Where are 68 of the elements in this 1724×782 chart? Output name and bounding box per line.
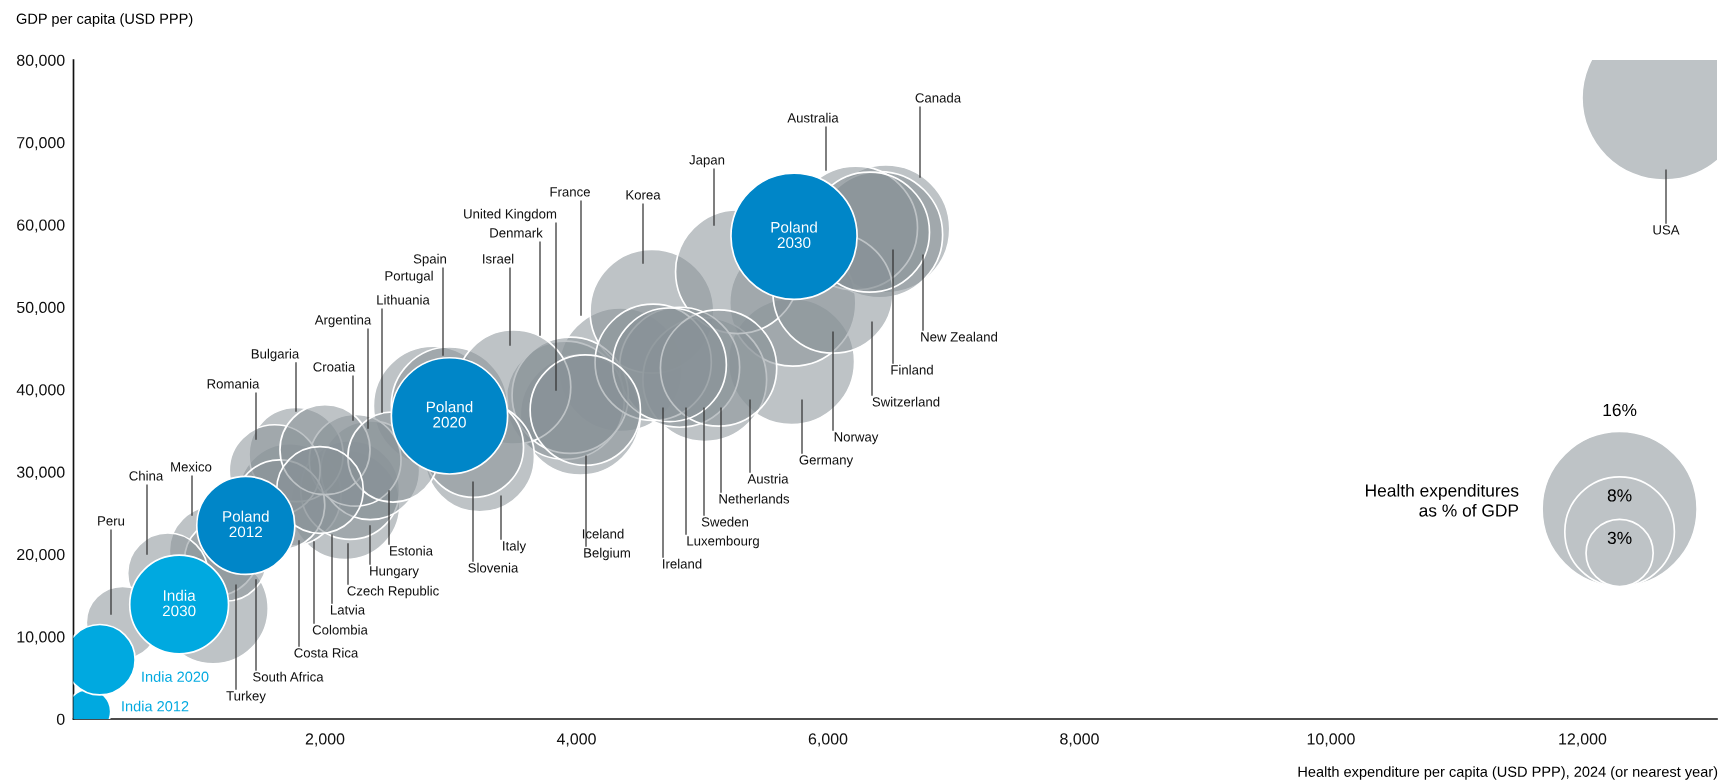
text: Australia: [787, 112, 839, 123]
text: Estonia: [390, 545, 433, 556]
x-tick-label: 12,000: [1559, 733, 1607, 747]
y-tick-label: 70,000: [17, 137, 65, 151]
text: Norway: [834, 432, 879, 445]
y-tick-label: 30,000: [16, 466, 65, 480]
text: Mexico: [171, 461, 212, 472]
text: Bulgaria: [251, 348, 300, 362]
text: Iceland: [582, 528, 624, 539]
text: Denmark: [490, 227, 543, 238]
text: Croatia: [313, 361, 356, 372]
legend-label: 16%: [1603, 403, 1637, 417]
legend-label: 8%: [1607, 489, 1632, 502]
text: United Kingdom: [464, 208, 557, 222]
x-tick-label: 2,000: [305, 733, 345, 747]
text: Peru: [98, 516, 125, 526]
text: Italy: [503, 540, 527, 554]
series-label: Poland 2030: [771, 221, 817, 249]
series-label: Poland 2012: [223, 510, 269, 538]
series-label: Czech Republic: [347, 585, 439, 599]
series-label: India 2030: [162, 589, 196, 617]
text: Spain: [413, 253, 447, 267]
text: China: [129, 470, 164, 481]
x-tick-label: 6,000: [808, 733, 848, 747]
series-label: India 2020: [142, 671, 209, 682]
text: Latvia: [330, 604, 366, 615]
y-tick-label: 0: [56, 713, 65, 725]
y-tick-label: 10,000: [17, 631, 65, 645]
x-axis-title: Health expenditure per capita (USD PPP), 2024 (or nearest year): [1298, 766, 1718, 780]
series-label: South Africa: [253, 671, 324, 682]
text: Colombia: [312, 624, 368, 635]
x-tick-label: 8,000: [1060, 733, 1099, 747]
y-tick-label: 20,000: [17, 548, 65, 563]
series-label: Poland 2020: [426, 401, 473, 428]
y-tick-label: 60,000: [17, 219, 65, 233]
text: Israel: [483, 253, 514, 264]
text: Germany: [799, 455, 854, 468]
text: Belgium: [584, 547, 630, 561]
text: Turkey: [226, 690, 266, 704]
text: Costa Rica: [294, 647, 359, 658]
text: Korea: [626, 190, 661, 200]
y-tick-label: 80,000: [17, 54, 65, 68]
text: Portugal: [385, 270, 433, 284]
text: Luxembourg: [687, 535, 759, 549]
legend-title: Health expenditures as % of GDP: [1366, 483, 1519, 517]
text: Switzerland: [872, 396, 940, 407]
text: USA: [1653, 225, 1680, 235]
text: Romania: [207, 378, 260, 389]
y-tick-label: 40,000: [16, 384, 65, 398]
text: Canada: [915, 92, 962, 103]
text: France: [550, 187, 590, 197]
text: Ireland: [663, 558, 702, 569]
text: Argentina: [314, 314, 372, 328]
series-label: India 2012: [122, 700, 189, 712]
legend-label: 3%: [1607, 531, 1632, 545]
x-tick-label: 4,000: [556, 733, 596, 747]
text: Sweden: [701, 516, 748, 527]
text: Lithuania: [377, 294, 430, 305]
text: Hungary: [370, 566, 419, 579]
y-tick-label: 50,000: [16, 301, 65, 315]
text: Slovenia: [468, 562, 519, 573]
text: Austria: [747, 473, 789, 484]
text: Netherlands: [719, 493, 790, 504]
text: New Zealand: [921, 331, 998, 342]
text: Finland: [891, 364, 933, 375]
x-tick-label: 10,000: [1307, 733, 1355, 747]
text: Japan: [689, 155, 725, 168]
y-axis-title: GDP per capita (USD PPP): [16, 13, 193, 27]
